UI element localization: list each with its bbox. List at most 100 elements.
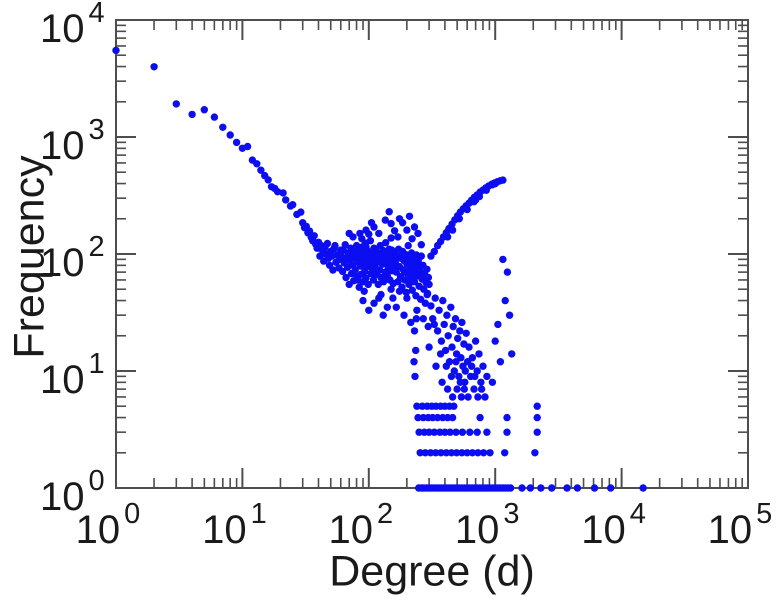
data-point <box>452 358 460 366</box>
data-point <box>506 484 515 492</box>
data-point <box>405 212 414 220</box>
data-point <box>425 428 433 436</box>
data-point <box>503 268 512 276</box>
data-point <box>403 226 411 234</box>
data-point <box>338 267 347 276</box>
data-point <box>369 267 377 275</box>
data-point <box>494 320 502 329</box>
data-point <box>475 350 483 358</box>
data-point <box>387 285 395 293</box>
data-point <box>392 303 400 311</box>
data-point <box>518 484 526 492</box>
data-point <box>323 239 332 248</box>
data-point <box>358 235 366 243</box>
data-point <box>413 402 421 410</box>
data-point <box>563 484 571 492</box>
data-point <box>468 449 477 457</box>
data-point <box>442 362 450 370</box>
data-point <box>282 196 290 204</box>
data-point <box>341 241 349 249</box>
data-point <box>433 327 442 335</box>
data-point <box>486 449 494 457</box>
data-point <box>537 484 545 492</box>
data-point <box>427 302 435 310</box>
x-tick-label: 10 3 <box>455 498 520 552</box>
data-point <box>188 110 196 119</box>
x-axis-title: Degree (d) <box>329 547 535 596</box>
data-point <box>446 428 454 436</box>
data-point <box>458 449 466 457</box>
data-point <box>365 306 373 314</box>
data-point <box>412 346 420 355</box>
data-point <box>531 449 539 457</box>
data-point <box>414 229 422 238</box>
data-point <box>394 233 402 241</box>
data-point <box>408 286 416 294</box>
data-point <box>387 219 395 228</box>
data-point <box>440 320 448 329</box>
y-tick-label: 10 4 <box>40 0 105 51</box>
data-point <box>457 354 465 362</box>
data-point <box>390 227 399 235</box>
data-point <box>400 311 408 319</box>
data-point <box>379 311 387 319</box>
data-point <box>395 215 404 223</box>
data-point <box>355 283 363 291</box>
data-point <box>383 303 391 311</box>
data-point <box>499 255 507 264</box>
data-point <box>451 315 460 323</box>
data-point <box>448 226 457 234</box>
data-point <box>407 318 415 327</box>
data-point <box>253 160 261 168</box>
data-point <box>639 484 647 492</box>
data-point <box>425 343 433 351</box>
data-point <box>448 413 457 422</box>
data-point <box>477 378 485 386</box>
data-point <box>402 288 410 297</box>
data-point <box>362 243 370 251</box>
data-point <box>466 428 474 436</box>
data-point <box>468 354 477 362</box>
data-point <box>329 266 337 274</box>
data-point <box>443 233 452 241</box>
data-point <box>226 131 234 139</box>
data-point <box>376 266 384 274</box>
data-point <box>491 337 499 345</box>
data-point <box>414 413 422 422</box>
data-point <box>412 315 421 323</box>
data-point <box>425 280 433 289</box>
data-point <box>415 428 423 436</box>
data-point <box>405 280 413 289</box>
data-point <box>210 113 219 121</box>
data-point <box>573 484 582 492</box>
data-point <box>370 299 378 307</box>
data-point <box>455 215 463 223</box>
data-point <box>471 337 480 345</box>
data-point <box>458 318 466 327</box>
data-point <box>462 329 470 337</box>
data-point <box>423 265 431 273</box>
data-point <box>408 235 416 243</box>
data-point <box>435 306 443 314</box>
data-point <box>342 273 350 282</box>
y-axis-title: Frequency <box>5 155 54 359</box>
data-point <box>496 358 505 366</box>
data-point <box>310 232 318 240</box>
data-point <box>232 138 241 147</box>
data-point <box>499 176 507 184</box>
data-point <box>417 252 425 260</box>
data-point <box>476 413 484 422</box>
data-point <box>421 299 429 307</box>
data-point <box>437 337 446 345</box>
data-point <box>316 252 324 260</box>
data-point <box>382 239 390 247</box>
data-point <box>375 294 383 302</box>
data-point <box>443 385 452 393</box>
data-point <box>467 362 476 370</box>
data-point <box>219 123 227 131</box>
data-point <box>432 362 440 370</box>
data-point <box>483 428 491 436</box>
data-point <box>297 208 305 216</box>
data-point <box>385 208 393 216</box>
